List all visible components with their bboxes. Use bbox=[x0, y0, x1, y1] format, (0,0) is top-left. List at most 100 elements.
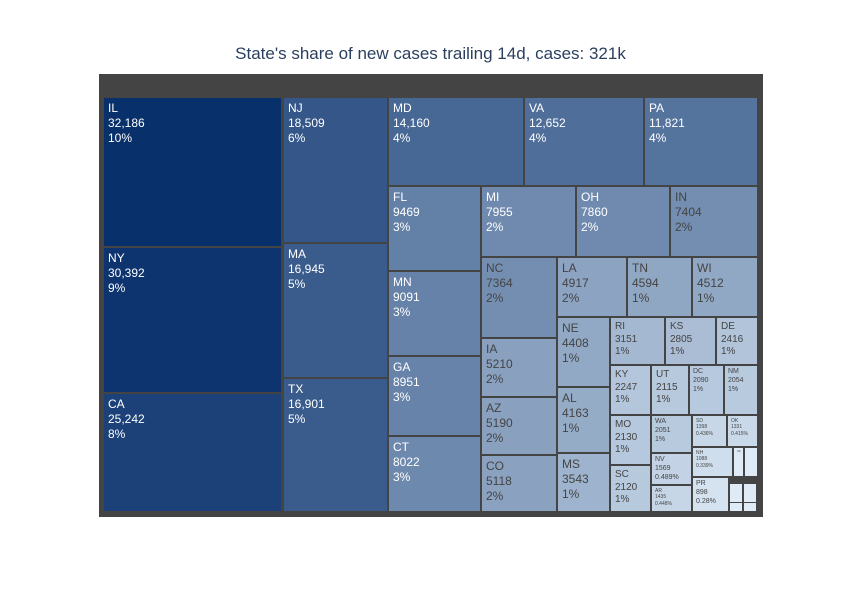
tile-value: 18,509 bbox=[288, 116, 325, 130]
treemap-tile-oh[interactable]: OH 7860 2% bbox=[577, 187, 669, 256]
treemap-tile-sc[interactable]: SC 2120 1% bbox=[611, 466, 650, 511]
tile-percent: 10% bbox=[108, 131, 133, 145]
tile-value: 1331 bbox=[731, 424, 743, 431]
tile-label: IL bbox=[108, 101, 119, 115]
treemap-tile-nj[interactable]: NJ 18,509 6% bbox=[284, 98, 387, 242]
chart-title: State's share of new cases trailing 14d,… bbox=[235, 44, 626, 63]
treemap-tile-dc[interactable]: DC 2090 1% bbox=[690, 366, 723, 414]
treemap-tile-ma[interactable]: MA 16,945 5% bbox=[284, 244, 387, 377]
tile-value: 2416 bbox=[721, 333, 744, 345]
treemap-tile-va[interactable]: VA bbox=[734, 448, 743, 476]
treemap-tile-ks[interactable]: KS 2805 1% bbox=[666, 318, 715, 364]
tile-label: CO bbox=[486, 459, 504, 473]
treemap-tile-ia[interactable]: IA 5210 2% bbox=[482, 339, 556, 396]
treemap-tile-mo[interactable]: MO 2130 1% bbox=[611, 416, 650, 464]
tile-label: GA bbox=[393, 360, 411, 374]
tile-value: 8951 bbox=[393, 375, 420, 389]
tile-label: NM bbox=[728, 368, 739, 375]
treemap-tile-ne[interactable]: NE 4408 1% bbox=[558, 318, 609, 386]
treemap-tile-mi[interactable]: MI 7955 2% bbox=[482, 187, 575, 256]
treemap-tile-in[interactable]: IN 7404 2% bbox=[671, 187, 757, 256]
tile-label: SC bbox=[615, 469, 629, 480]
tile-value: 16,945 bbox=[288, 262, 325, 276]
treemap-tile[interactable] bbox=[745, 448, 757, 476]
tile-value: 898 bbox=[696, 488, 708, 496]
tile-percent: 1% bbox=[655, 435, 666, 443]
tile-percent: 0.28% bbox=[696, 497, 716, 505]
treemap-tile-ny[interactable]: NY 30,392 9% bbox=[104, 248, 281, 392]
tile-label: AR bbox=[655, 488, 662, 494]
treemap-tile-va[interactable]: VA 12,652 4% bbox=[525, 98, 643, 185]
treemap-tile-tx[interactable]: TX 16,901 5% bbox=[284, 379, 387, 511]
tile-percent: 1% bbox=[562, 351, 580, 365]
tile-label: NE bbox=[562, 321, 579, 335]
tile-percent: 1% bbox=[721, 346, 736, 357]
treemap-tile-tn[interactable]: TN 4594 1% bbox=[628, 258, 691, 316]
treemap-tile-al[interactable]: AL 4163 1% bbox=[558, 388, 609, 452]
treemap-tile-ky[interactable]: KY 2247 1% bbox=[611, 366, 650, 414]
treemap-tile-ar[interactable]: AR 1435 0.448% bbox=[652, 486, 691, 511]
treemap-tile-nh[interactable]: NH 1088 0.339% bbox=[693, 448, 732, 476]
tile-label: PR bbox=[696, 480, 706, 487]
treemap-tile-ms[interactable]: MS 3543 1% bbox=[558, 454, 609, 511]
treemap-tile-de[interactable]: DE 2416 1% bbox=[717, 318, 757, 364]
treemap-tile[interactable] bbox=[730, 484, 742, 502]
tile-percent: 5% bbox=[288, 412, 306, 426]
treemap-tile-ok[interactable]: OK 1331 0.415% bbox=[728, 416, 757, 446]
tile-label: NV bbox=[655, 456, 665, 463]
tile-percent: 1% bbox=[656, 394, 671, 405]
treemap-tile-md[interactable]: MD 14,160 4% bbox=[389, 98, 523, 185]
treemap-tile-pa[interactable]: PA 11,821 4% bbox=[645, 98, 757, 185]
tile-label: VA bbox=[529, 101, 545, 115]
tile-label: OH bbox=[581, 190, 599, 204]
treemap-tile-mn[interactable]: MN 9091 3% bbox=[389, 272, 480, 355]
treemap-tile-ct[interactable]: CT 8022 3% bbox=[389, 437, 480, 511]
tile-percent: 2% bbox=[562, 291, 580, 305]
tile-percent: 1% bbox=[693, 385, 704, 393]
treemap-tile-la[interactable]: LA 4917 2% bbox=[558, 258, 626, 316]
tile-value: 2090 bbox=[693, 376, 709, 384]
tile-value: 3151 bbox=[615, 333, 638, 345]
treemap-plot-area: IL 32,186 10% NY 30,392 9% CA 25,242 8% NJ 18,509 6… bbox=[99, 74, 763, 517]
tile-value: 2805 bbox=[670, 333, 693, 345]
tile-label: NJ bbox=[288, 101, 303, 115]
tile-value: 2130 bbox=[615, 431, 638, 443]
tile-label: PA bbox=[649, 101, 665, 115]
treemap-tile-ut[interactable]: UT 2115 1% bbox=[652, 366, 688, 414]
tile-value: 1398 bbox=[696, 424, 708, 431]
treemap-tile-ri[interactable]: RI 3151 1% bbox=[611, 318, 664, 364]
treemap-tile[interactable] bbox=[730, 503, 742, 511]
treemap-tile-il[interactable]: IL 32,186 10% bbox=[104, 98, 281, 246]
treemap-tile-wi[interactable]: WI 4512 1% bbox=[693, 258, 757, 316]
tile-label: VA bbox=[737, 449, 741, 453]
treemap-tile-co[interactable]: CO 5118 2% bbox=[482, 456, 556, 511]
treemap-tile[interactable] bbox=[744, 484, 756, 502]
treemap-tile-nm[interactable]: NM 2054 1% bbox=[725, 366, 757, 414]
treemap-tile-fl[interactable]: FL 9469 3% bbox=[389, 187, 480, 270]
tile-percent: 1% bbox=[562, 421, 580, 435]
tile-value: 5190 bbox=[486, 416, 513, 430]
treemap-tile-pr[interactable]: PR 898 0.28% bbox=[693, 478, 728, 511]
tile-percent: 5% bbox=[288, 277, 306, 291]
tile-value: 11,821 bbox=[649, 116, 685, 130]
tile-value: 14,160 bbox=[393, 116, 430, 130]
treemap-tile-ca[interactable]: CA 25,242 8% bbox=[104, 394, 281, 511]
treemap-tile-nv[interactable]: NV 1569 0.489% bbox=[652, 454, 691, 484]
tile-percent: 2% bbox=[581, 220, 599, 234]
tile-label: TN bbox=[632, 261, 648, 275]
tile-label: IN bbox=[675, 190, 687, 204]
tile-label: AZ bbox=[486, 401, 502, 415]
treemap-tile[interactable] bbox=[744, 503, 756, 511]
tile-value: 5210 bbox=[486, 357, 513, 371]
treemap-tile-az[interactable]: AZ 5190 2% bbox=[482, 398, 556, 454]
tile-percent: 1% bbox=[615, 346, 630, 357]
treemap-tile-ga[interactable]: GA 8951 3% bbox=[389, 357, 480, 435]
tile-value: 1088 bbox=[696, 456, 708, 463]
tile-label: DC bbox=[693, 368, 704, 375]
treemap-tile-wa[interactable]: WA 2051 1% bbox=[652, 416, 691, 452]
tile-value: 7404 bbox=[675, 205, 702, 219]
tile-percent: 3% bbox=[393, 470, 411, 484]
treemap-tile-sd[interactable]: SD 1398 0.436% bbox=[693, 416, 726, 446]
tile-value: 30,392 bbox=[108, 266, 145, 280]
treemap-tile-nc[interactable]: NC 7364 2% bbox=[482, 258, 556, 337]
